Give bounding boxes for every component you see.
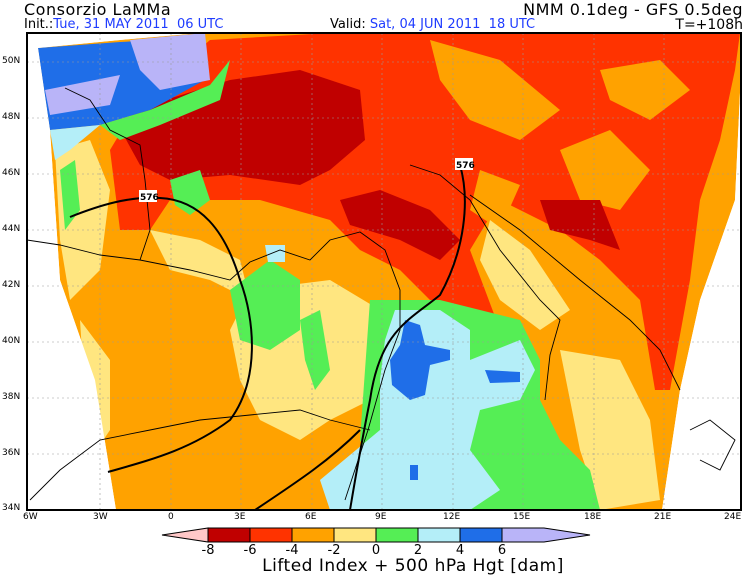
colorbar <box>161 527 591 543</box>
lead-time: T=+108h <box>675 17 743 33</box>
colorbar-segment <box>207 527 251 543</box>
lat-label: 36N <box>2 448 21 458</box>
domain-outside <box>662 33 741 510</box>
lon-label: 3W <box>93 512 108 522</box>
init-value: Tue, 31 MAY 2011 06 UTC <box>53 17 224 32</box>
colorbar-segment <box>333 527 377 543</box>
colorbar-segment <box>375 527 419 543</box>
colorbar-tick: -4 <box>285 543 299 558</box>
lat-label: 42N <box>2 280 21 290</box>
organization-title: Consorzio LaMMa <box>24 0 172 19</box>
colorbar-tick: -2 <box>327 543 341 558</box>
colorbar-tick: 4 <box>455 543 465 558</box>
coastlines <box>27 87 736 501</box>
graticule <box>27 33 741 510</box>
contour-label: 576 <box>140 193 159 203</box>
light-blue-sea <box>320 310 535 510</box>
lon-label: 9E <box>375 512 387 522</box>
lat-label: 38N <box>2 392 21 402</box>
init-time: Init.:Tue, 31 MAY 2011 06 UTC <box>24 17 223 32</box>
colorbar-tick: -6 <box>243 543 257 558</box>
lat-label: 50N <box>2 56 21 66</box>
colorbar-title: Lifted Index + 500 hPa Hgt [dam] <box>262 556 564 576</box>
lon-label: 3E <box>234 512 246 522</box>
init-label: Init.: <box>24 17 54 32</box>
lat-label: 46N <box>2 168 21 178</box>
colorbar-segment <box>249 527 293 543</box>
colorbar-tick: 6 <box>497 543 507 558</box>
lat-label: 48N <box>2 112 21 122</box>
lat-label: 34N <box>2 503 21 513</box>
lat-label: 40N <box>2 336 21 346</box>
lon-label: 6E <box>305 512 317 522</box>
valid-label: Valid: <box>330 17 366 32</box>
colorbar-tick: 2 <box>413 543 423 558</box>
colorbar-segment <box>417 527 461 543</box>
lon-label: 6W <box>23 512 38 522</box>
lon-label: 15E <box>513 512 531 522</box>
model-title: NMM 0.1deg - GFS 0.5deg <box>523 0 743 19</box>
contour-label-box <box>139 190 157 202</box>
map-frame <box>26 32 742 511</box>
contour-label-box <box>455 158 473 170</box>
lat-label: 44N <box>2 224 21 234</box>
colorbar-segment <box>291 527 335 543</box>
lon-label: 0 <box>168 512 174 522</box>
colorbar-segment <box>459 527 503 543</box>
valid-value: Sat, 04 JUN 2011 18 UTC <box>369 17 536 32</box>
colorbar-tick: 0 <box>371 543 381 558</box>
colorbar-lower-triangle <box>161 527 209 543</box>
colorbar-tick: -8 <box>201 543 215 558</box>
colorbar-upper-triangle <box>501 527 591 543</box>
contour-label: 576 <box>456 161 475 171</box>
blue-sea <box>390 320 450 400</box>
lon-label: 12E <box>443 512 461 522</box>
green-region <box>230 260 300 350</box>
valid-time: Valid: Sat, 04 JUN 2011 18 UTC <box>330 17 535 32</box>
lon-label: 24E <box>724 512 742 522</box>
lon-label: 18E <box>584 512 602 522</box>
lon-label: 21E <box>654 512 672 522</box>
